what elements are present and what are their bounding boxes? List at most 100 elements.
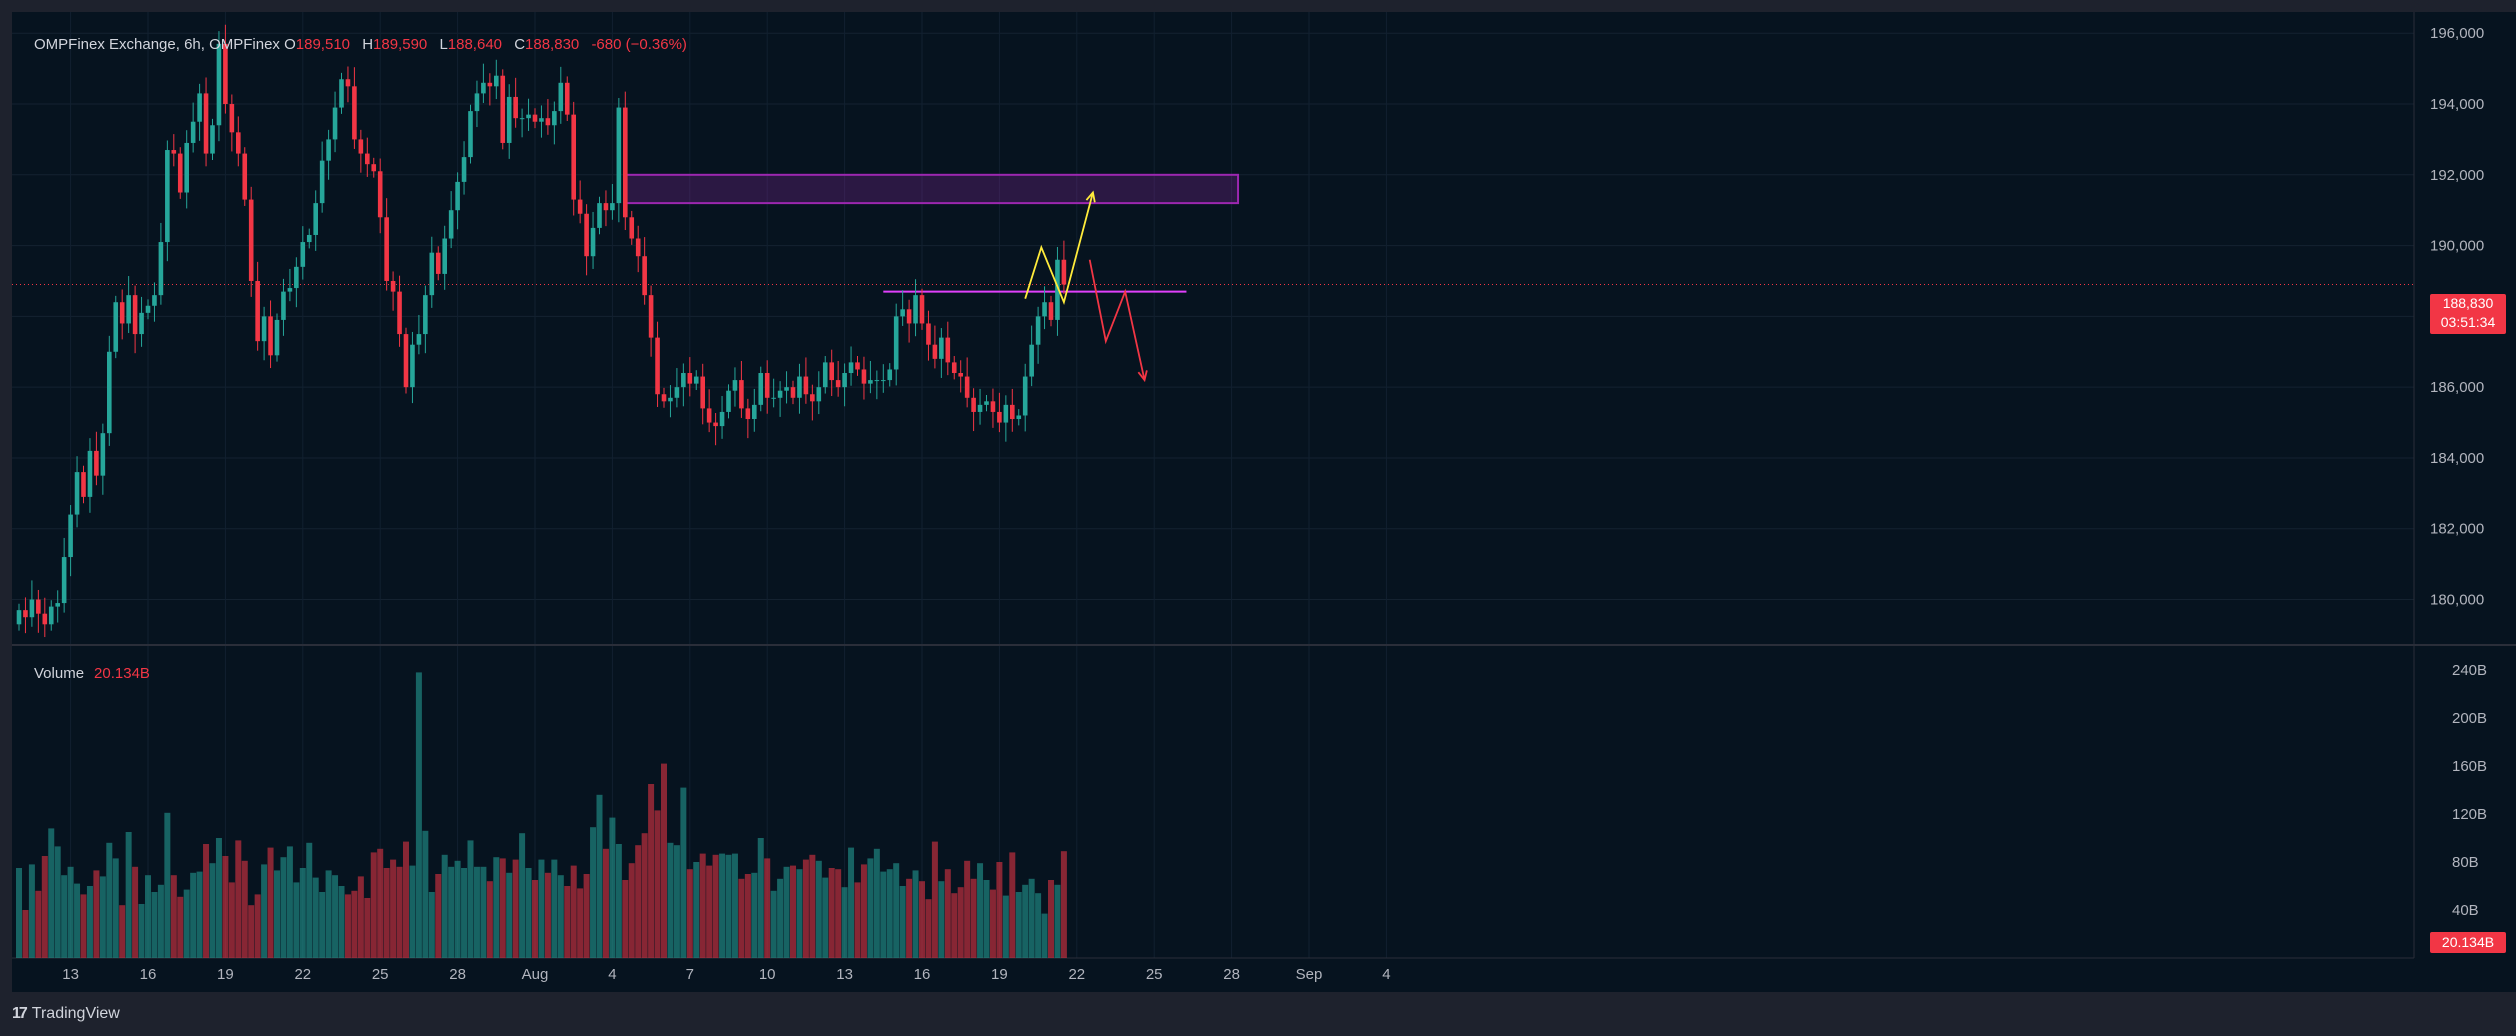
candle-body <box>274 319 280 356</box>
candle-body <box>326 139 331 161</box>
candle <box>197 83 202 141</box>
volume-bar <box>648 784 655 958</box>
volume-bar <box>1060 851 1067 958</box>
candle <box>835 360 841 397</box>
volume-bar <box>299 868 306 958</box>
time-tick-label: Sep <box>1296 966 1323 983</box>
volume-bar <box>867 858 874 958</box>
volume-bar <box>506 872 513 958</box>
chart-frame[interactable]: 196,000194,000192,000190,000188,000186,0… <box>12 12 2516 992</box>
candle-body <box>216 43 222 126</box>
volume-bar <box>751 872 758 958</box>
volume-bar <box>493 857 500 958</box>
volume-bar <box>473 866 480 958</box>
candle-body <box>119 302 125 324</box>
volume-bar <box>99 876 106 958</box>
volume-bar <box>828 868 835 958</box>
volume-tick-label: 40B <box>2452 902 2479 919</box>
candlestick-chart[interactable]: 196,000194,000192,000190,000188,000186,0… <box>12 12 2516 992</box>
candle-body <box>461 157 467 182</box>
candle <box>390 271 396 311</box>
volume-bar <box>422 830 429 958</box>
symbol-title[interactable]: OMPFinex Exchange, 6h, OMPFinex <box>34 36 280 53</box>
volume-bar <box>712 854 719 958</box>
volume-bar <box>628 863 635 958</box>
volume-bar <box>931 841 938 958</box>
price-tick-label: 180,000 <box>2430 592 2484 609</box>
volume-bar <box>757 838 764 958</box>
candle <box>448 191 454 249</box>
candle <box>165 140 170 262</box>
tradingview-brand[interactable]: 17 TradingView <box>12 1002 120 1026</box>
change-value: -680 (−0.36%) <box>591 36 687 53</box>
volume-bar <box>835 869 842 958</box>
candle-body <box>552 111 557 126</box>
volume-bar <box>228 882 235 958</box>
volume-tick-label: 240B <box>2452 662 2487 679</box>
candle-body <box>74 472 80 515</box>
candle <box>964 357 970 408</box>
candle-body <box>171 150 177 154</box>
volume-bar <box>654 810 661 958</box>
candle-body <box>745 408 751 420</box>
volume-bar <box>744 874 751 958</box>
candle <box>855 356 860 376</box>
candle <box>926 310 931 361</box>
candle-body <box>1055 259 1060 320</box>
volume-bar <box>132 866 139 958</box>
volume-bar <box>880 871 887 958</box>
candle <box>1016 409 1022 426</box>
candle-body <box>16 610 22 625</box>
candle <box>881 364 886 393</box>
volume-bar <box>989 889 996 958</box>
candle-body <box>442 238 447 274</box>
candle <box>352 67 357 149</box>
volume-bar <box>22 910 29 958</box>
candle <box>126 276 131 334</box>
candle <box>468 104 473 164</box>
candle-body <box>874 380 880 382</box>
volume-bar <box>286 846 293 958</box>
volume-bar <box>615 844 622 958</box>
candle-body <box>868 380 873 384</box>
candle <box>932 325 938 369</box>
candle-body <box>571 114 576 200</box>
candle <box>977 388 983 425</box>
candle-body <box>816 387 822 402</box>
volume-bar <box>280 857 287 958</box>
candle-body <box>597 203 602 228</box>
volume-legend[interactable]: Volume 20.134B <box>34 665 150 682</box>
candle <box>481 63 486 103</box>
volume-bar <box>377 848 384 958</box>
candle <box>461 141 467 195</box>
candle-body <box>926 323 931 345</box>
candle <box>1022 363 1028 432</box>
candle <box>68 505 73 577</box>
volume-bar <box>306 842 313 958</box>
volume-bar <box>351 890 358 958</box>
volume-bar <box>312 877 319 958</box>
candle <box>816 371 822 415</box>
last-price-label: 188,830 03:51:34 <box>2430 294 2506 334</box>
volume-bar <box>112 858 119 958</box>
candle-body <box>977 404 983 412</box>
volume-bar <box>1028 878 1035 958</box>
volume-bar <box>390 859 397 958</box>
candle-body <box>822 362 828 388</box>
candle-body <box>81 472 86 497</box>
candle-body <box>294 266 299 289</box>
candle <box>829 349 834 397</box>
volume-bar <box>1002 895 1009 958</box>
bullish-projection-path-arrowhead <box>1085 190 1096 203</box>
volume-bar <box>106 842 113 958</box>
volume-bar <box>428 892 435 958</box>
volume-bar <box>151 892 158 958</box>
time-tick-label: 22 <box>1068 966 1085 983</box>
candle <box>384 198 389 291</box>
candle-body <box>126 295 131 324</box>
candle <box>358 129 364 173</box>
candle-body <box>132 295 138 335</box>
candle-body <box>913 295 918 324</box>
volume-bar <box>983 880 990 958</box>
volume-bar <box>119 905 126 958</box>
